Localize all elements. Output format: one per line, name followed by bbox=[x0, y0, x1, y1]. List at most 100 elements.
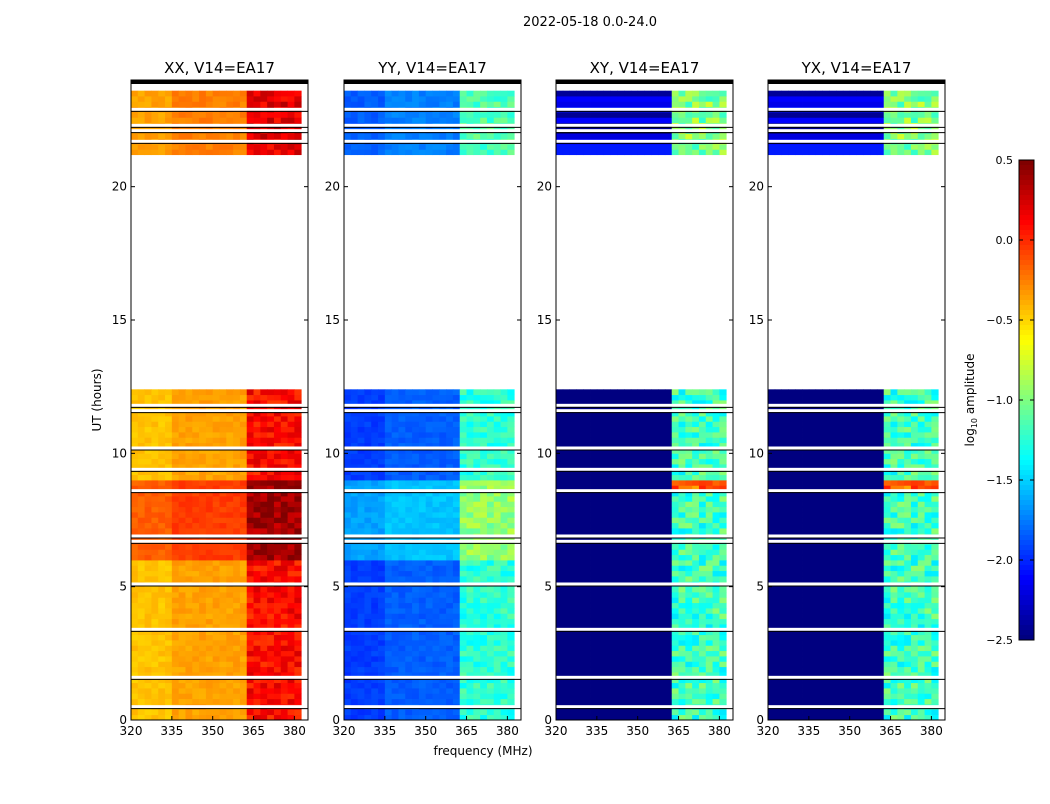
heatmap-cell bbox=[576, 613, 583, 619]
heatmap-cell bbox=[412, 651, 419, 657]
heatmap-cell bbox=[433, 91, 440, 97]
heatmap-cell bbox=[392, 437, 399, 443]
heatmap-cell bbox=[507, 587, 514, 593]
heatmap-cell bbox=[254, 661, 261, 667]
heatmap-cell bbox=[507, 496, 514, 502]
heatmap-cell bbox=[679, 565, 686, 571]
heatmap-cell bbox=[576, 667, 583, 673]
heatmap-cell bbox=[692, 613, 699, 619]
heatmap-cell bbox=[344, 597, 351, 603]
heatmap-cell bbox=[220, 608, 227, 614]
heatmap-cell bbox=[398, 555, 405, 561]
heatmap-cell bbox=[344, 565, 351, 571]
heatmap-cell bbox=[288, 549, 295, 555]
heatmap-cell bbox=[240, 603, 247, 609]
heatmap-cell bbox=[453, 544, 460, 550]
heatmap-cell bbox=[344, 432, 351, 438]
heatmap-cell bbox=[392, 603, 399, 609]
heatmap-cell bbox=[240, 549, 247, 555]
heatmap-cell bbox=[419, 613, 426, 619]
heatmap-cell bbox=[392, 480, 399, 486]
heatmap-cell bbox=[446, 592, 453, 598]
heatmap-cell bbox=[254, 667, 261, 673]
heatmap-cell bbox=[385, 133, 392, 139]
heatmap-cell bbox=[145, 571, 152, 577]
heatmap-cell bbox=[460, 501, 467, 507]
heatmap-cell bbox=[433, 427, 440, 433]
heatmap-cell bbox=[494, 453, 501, 459]
heatmap-cell bbox=[206, 619, 213, 625]
heatmap-cell bbox=[151, 699, 158, 705]
heatmap-cell bbox=[439, 571, 446, 577]
heatmap-cell bbox=[226, 517, 233, 523]
heatmap-cell bbox=[412, 475, 419, 481]
heatmap-cell bbox=[610, 501, 617, 507]
heatmap-cell bbox=[426, 613, 433, 619]
heatmap-cell bbox=[645, 571, 652, 577]
heatmap-cell bbox=[213, 437, 220, 443]
heatmap-cell bbox=[179, 437, 186, 443]
heatmap-cell bbox=[260, 651, 267, 657]
heatmap-cell bbox=[358, 709, 365, 715]
heatmap-cell bbox=[467, 560, 474, 566]
heatmap-cell bbox=[460, 101, 467, 107]
heatmap-cell bbox=[226, 560, 233, 566]
heatmap-cell bbox=[576, 656, 583, 662]
heatmap-cell bbox=[398, 592, 405, 598]
heatmap-cell bbox=[247, 496, 254, 502]
y-tick-label: 15 bbox=[112, 313, 127, 327]
heatmap-cell bbox=[460, 421, 467, 427]
heatmap-cell bbox=[631, 597, 638, 603]
heatmap-cell bbox=[583, 656, 590, 662]
heatmap-cell bbox=[385, 656, 392, 662]
heatmap-cell bbox=[405, 437, 412, 443]
heatmap-cell bbox=[179, 144, 186, 150]
heatmap-cell bbox=[385, 395, 392, 401]
heatmap-cell bbox=[151, 523, 158, 529]
heatmap-cell bbox=[281, 133, 288, 139]
heatmap-cell bbox=[405, 549, 412, 555]
heatmap-cell bbox=[699, 475, 706, 481]
top-data-edge bbox=[131, 80, 308, 84]
heatmap-cell bbox=[583, 571, 590, 577]
heatmap-cell bbox=[692, 709, 699, 715]
heatmap-cell bbox=[158, 667, 165, 673]
heatmap-cell bbox=[351, 608, 358, 614]
heatmap-cell bbox=[556, 619, 563, 625]
heatmap-cell bbox=[419, 699, 426, 705]
heatmap-cell bbox=[507, 96, 514, 102]
heatmap-cell bbox=[145, 117, 152, 123]
heatmap-cell bbox=[179, 453, 186, 459]
heatmap-cell bbox=[460, 613, 467, 619]
heatmap-cell bbox=[405, 592, 412, 598]
heatmap-cell bbox=[473, 416, 480, 422]
heatmap-cell bbox=[507, 517, 514, 523]
heatmap-cell bbox=[274, 517, 281, 523]
heatmap-cell bbox=[398, 693, 405, 699]
heatmap-cell bbox=[494, 651, 501, 657]
heatmap-cell bbox=[617, 645, 624, 651]
heatmap-cell bbox=[185, 560, 192, 566]
heatmap-cell bbox=[467, 603, 474, 609]
heatmap-cell bbox=[294, 645, 301, 651]
heatmap-cell bbox=[138, 528, 145, 534]
heatmap-cell bbox=[158, 389, 165, 395]
heatmap-cell bbox=[487, 421, 494, 427]
heatmap-cell bbox=[233, 501, 240, 507]
heatmap-cell bbox=[604, 667, 611, 673]
heatmap-cell bbox=[398, 549, 405, 555]
heatmap-cell bbox=[624, 544, 631, 550]
heatmap-cell bbox=[570, 699, 577, 705]
heatmap-cell bbox=[426, 421, 433, 427]
heatmap-cell bbox=[604, 651, 611, 657]
heatmap-cell bbox=[576, 507, 583, 513]
heatmap-cell bbox=[570, 544, 577, 550]
heatmap-cell bbox=[699, 608, 706, 614]
heatmap-cell bbox=[206, 512, 213, 518]
heatmap-cell bbox=[453, 437, 460, 443]
heatmap-cell bbox=[351, 91, 358, 97]
heatmap-cell bbox=[439, 501, 446, 507]
heatmap-cell bbox=[467, 597, 474, 603]
heatmap-cell bbox=[344, 667, 351, 673]
heatmap-cell bbox=[220, 149, 227, 155]
